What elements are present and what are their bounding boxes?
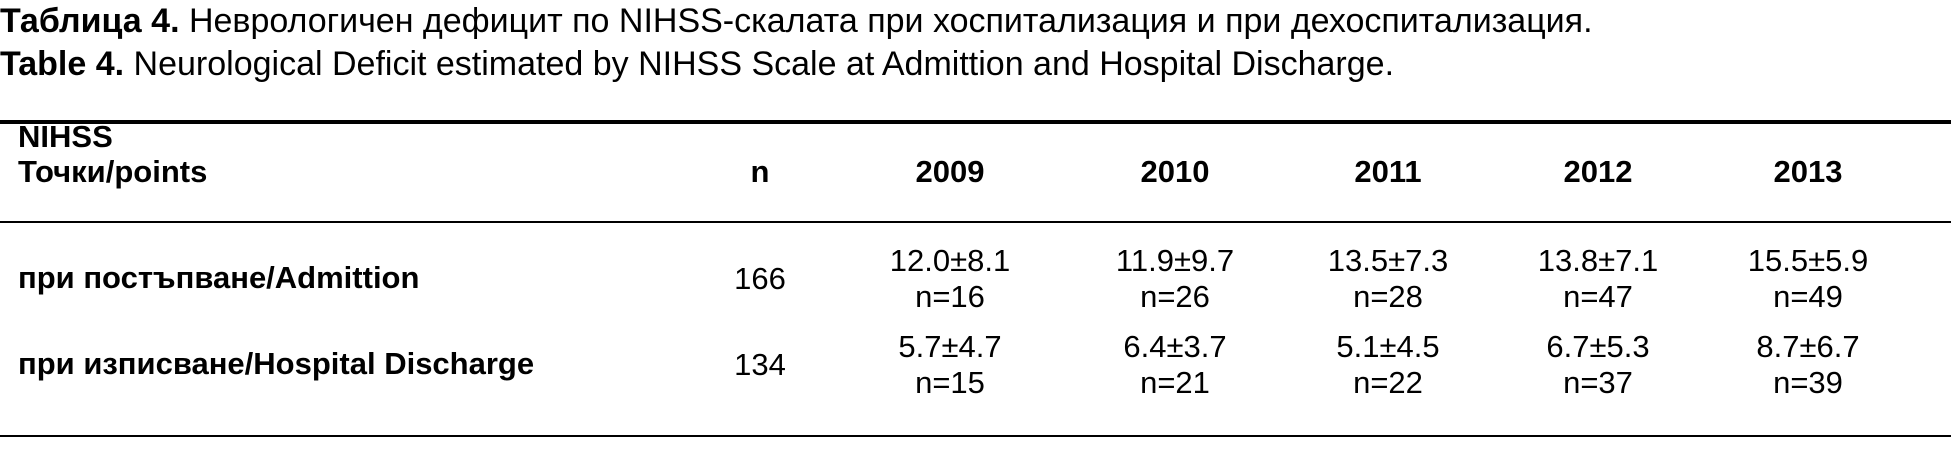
row-admission-2012-count: n=47 <box>1563 279 1633 314</box>
caption-en-label: Table 4. <box>0 45 125 83</box>
table-bottom-rule <box>0 435 1951 437</box>
header-year-2009: 2009 <box>915 154 985 189</box>
row-admission-2012-value: 13.8±7.1 <box>1537 243 1659 278</box>
row-discharge-2010-count: n=21 <box>1140 365 1210 400</box>
row-admission-n: 166 <box>734 261 786 296</box>
table-header-rule <box>0 221 1951 223</box>
row-discharge-2013-value: 8.7±6.7 <box>1756 329 1860 364</box>
header-nihss-line2: Точки/points <box>18 154 208 189</box>
row-discharge-2011-value: 5.1±4.5 <box>1336 329 1440 364</box>
row-admission-2011-value: 13.5±7.3 <box>1327 243 1449 278</box>
row-admission-2010-value: 11.9±9.7 <box>1115 243 1235 278</box>
row-label-admission: при постъпване/Admittion <box>18 260 420 295</box>
row-admission-2009-value: 12.0±8.1 <box>889 243 1011 278</box>
row-discharge-2011-count: n=22 <box>1353 365 1423 400</box>
table-top-rule <box>0 120 1951 124</box>
header-nihss-line1: NIHSS <box>18 119 113 154</box>
header-year-2011: 2011 <box>1354 154 1422 189</box>
row-admission-2010-count: n=26 <box>1140 279 1210 314</box>
row-discharge-n: 134 <box>734 347 786 382</box>
header-year-2013: 2013 <box>1773 154 1843 189</box>
row-admission-2009-count: n=16 <box>915 279 985 314</box>
row-discharge-2013-count: n=39 <box>1773 365 1843 400</box>
row-admission-2013-value: 15.5±5.9 <box>1747 243 1869 278</box>
table-caption: Таблица 4. Неврологичен дефицит по NIHSS… <box>0 0 1951 86</box>
row-discharge-2009-count: n=15 <box>915 365 985 400</box>
caption-en-text: Neurological Deficit estimated by NIHSS … <box>124 45 1395 83</box>
caption-bg-text: Неврологичен дефицит по NIHSS-скалата пр… <box>179 2 1593 40</box>
header-year-2010: 2010 <box>1140 154 1210 189</box>
row-discharge-2010-value: 6.4±3.7 <box>1123 329 1227 364</box>
caption-bulgarian: Таблица 4. Неврологичен дефицит по NIHSS… <box>0 0 1951 43</box>
row-label-discharge: при изписване/Hospital Discharge <box>18 346 535 381</box>
header-year-2012: 2012 <box>1563 154 1633 189</box>
row-admission-2013-count: n=49 <box>1773 279 1843 314</box>
row-admission-2011-count: n=28 <box>1353 279 1423 314</box>
caption-english: Table 4. Neurological Deficit estimated … <box>0 43 1951 86</box>
row-discharge-2012-count: n=37 <box>1563 365 1633 400</box>
row-discharge-2009-value: 5.7±4.7 <box>898 329 1002 364</box>
row-discharge-2012-value: 6.7±5.3 <box>1546 329 1650 364</box>
caption-bg-label: Таблица 4. <box>0 2 180 40</box>
header-n: n <box>750 154 770 189</box>
